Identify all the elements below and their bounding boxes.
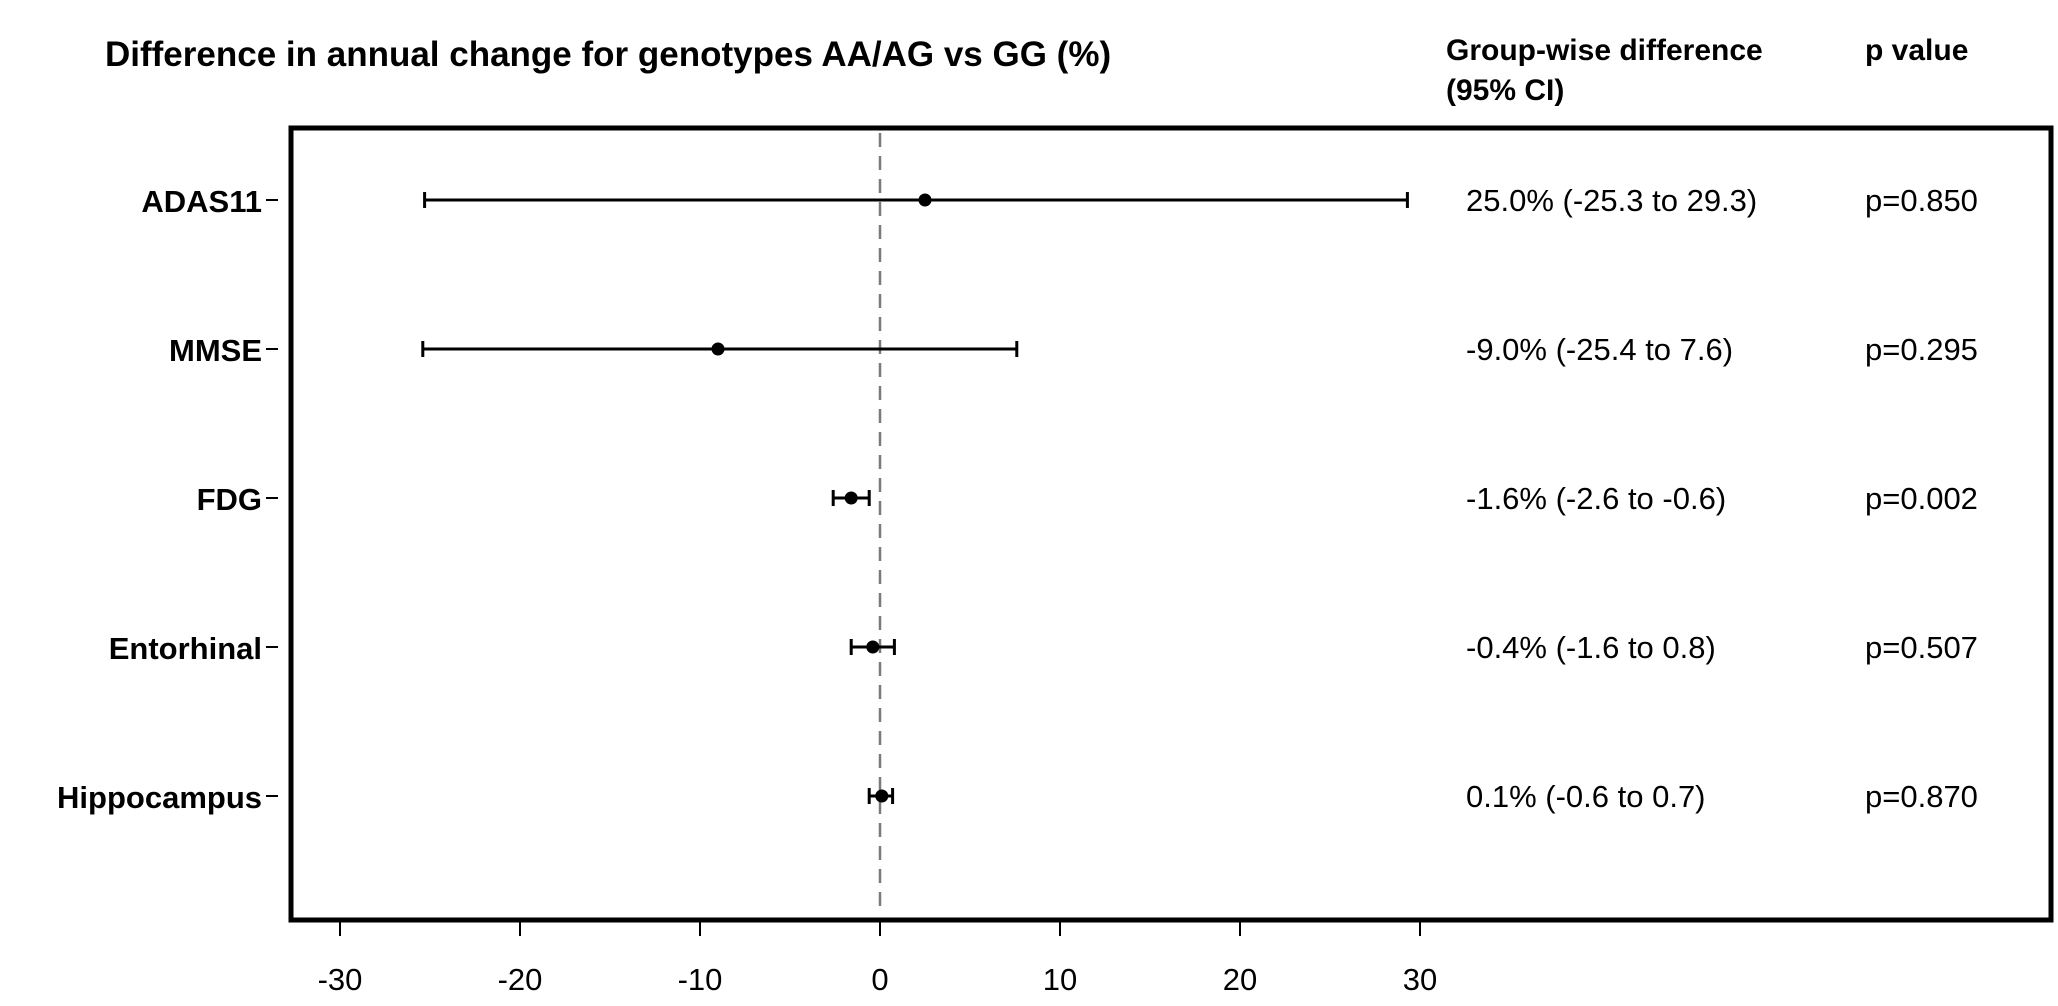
- forest-row-mmse: MMSE -9.0% (-25.4 to 7.6) p=0.295: [169, 332, 1978, 368]
- x-tick-label: -20: [498, 962, 543, 997]
- forest-rows: ADAS11 25.0% (-25.3 to 29.3) p=0.850 MMSE -9…: [57, 183, 1978, 815]
- x-tick-label: 0: [871, 962, 888, 997]
- ci-text-hippocampus: 0.1% (-0.6 to 0.7): [1466, 779, 1706, 814]
- p-value-mmse: p=0.295: [1865, 332, 1978, 367]
- point-estimate-entorhinal: [866, 640, 880, 654]
- p-value-fdg: p=0.002: [1865, 481, 1978, 516]
- x-tick-label: 10: [1043, 962, 1077, 997]
- estimate-column-header-line1: Group-wise difference: [1446, 34, 1763, 67]
- pvalue-column-header: p value: [1865, 34, 1968, 67]
- x-tick-label: 20: [1223, 962, 1257, 997]
- row-label-entorhinal: Entorhinal: [109, 631, 262, 666]
- point-estimate-hippocampus: [875, 789, 889, 803]
- estimate-column-header-line2: (95% CI): [1446, 74, 1564, 107]
- row-label-fdg: FDG: [197, 482, 262, 517]
- ci-text-adas11: 25.0% (-25.3 to 29.3): [1466, 183, 1757, 218]
- row-label-mmse: MMSE: [169, 333, 262, 368]
- point-estimate-mmse: [711, 342, 725, 356]
- chart-title: Difference in annual change for genotype…: [105, 35, 1111, 74]
- forest-row-entorhinal: Entorhinal -0.4% (-1.6 to 0.8) p=0.507: [109, 630, 1978, 666]
- ci-text-entorhinal: -0.4% (-1.6 to 0.8): [1466, 630, 1716, 665]
- p-value-hippocampus: p=0.870: [1865, 779, 1978, 814]
- plot-frame: [288, 125, 2054, 923]
- ci-text-mmse: -9.0% (-25.4 to 7.6): [1466, 332, 1733, 367]
- p-value-entorhinal: p=0.507: [1865, 630, 1978, 665]
- x-tick-label: -30: [318, 962, 363, 997]
- point-estimate-adas11: [918, 193, 932, 207]
- forest-row-fdg: FDG -1.6% (-2.6 to -0.6) p=0.002: [197, 481, 1978, 517]
- p-value-adas11: p=0.850: [1865, 183, 1978, 218]
- row-label-hippocampus: Hippocampus: [57, 780, 262, 815]
- x-tick-label: -10: [678, 962, 723, 997]
- forest-row-hippocampus: Hippocampus 0.1% (-0.6 to 0.7) p=0.870: [57, 779, 1978, 815]
- ci-text-fdg: -1.6% (-2.6 to -0.6): [1466, 481, 1726, 516]
- point-estimate-fdg: [844, 491, 858, 505]
- x-tick-label: 30: [1403, 962, 1437, 997]
- row-label-adas11: ADAS11: [141, 184, 262, 219]
- forest-row-adas11: ADAS11 25.0% (-25.3 to 29.3) p=0.850: [141, 183, 1978, 219]
- x-axis: -30 -20 -10 0 10 20 30: [318, 922, 1437, 997]
